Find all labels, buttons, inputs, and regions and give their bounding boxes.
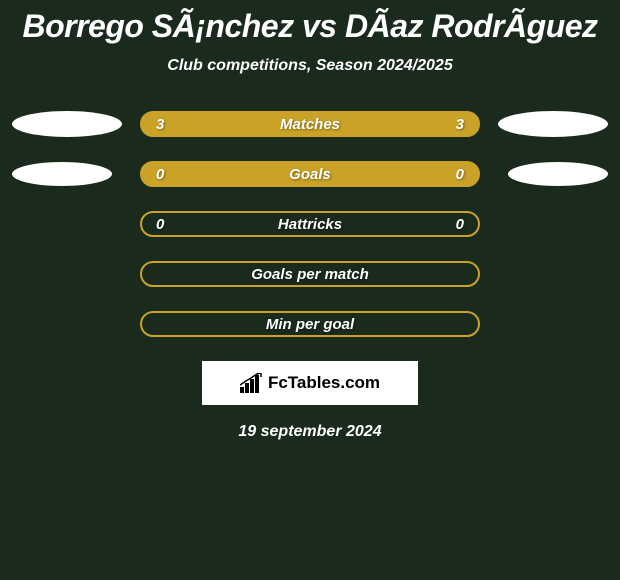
stat-label: Hattricks [278, 216, 342, 233]
stat-row-goals: 0 Goals 0 [0, 161, 620, 187]
date: 19 september 2024 [0, 423, 620, 441]
stat-label: Goals per match [251, 266, 369, 283]
chart-icon [240, 373, 264, 393]
spacer-left [12, 311, 140, 337]
ellipse-right [508, 162, 608, 186]
stat-value-left: 0 [156, 166, 164, 183]
ellipse-left [12, 162, 112, 186]
spacer-left [12, 211, 140, 237]
ellipse-right [498, 111, 608, 137]
stat-value-right: 0 [456, 166, 464, 183]
stat-row-hattricks: 0 Hattricks 0 [0, 211, 620, 237]
spacer-right [480, 311, 608, 337]
stat-row-goals-per-match: Goals per match [0, 261, 620, 287]
stat-bar: Goals per match [140, 261, 480, 287]
stat-value-left: 0 [156, 216, 164, 233]
spacer-right [480, 261, 608, 287]
stat-label: Goals [289, 166, 331, 183]
stat-bar: 0 Hattricks 0 [140, 211, 480, 237]
page-subtitle: Club competitions, Season 2024/2025 [0, 57, 620, 75]
stat-row-matches: 3 Matches 3 [0, 111, 620, 137]
stat-value-left: 3 [156, 116, 164, 133]
stat-value-right: 0 [456, 216, 464, 233]
stat-bar: 0 Goals 0 [140, 161, 480, 187]
logo-text: FcTables.com [268, 373, 380, 393]
stat-value-right: 3 [456, 116, 464, 133]
page-title: Borrego SÃ¡nchez vs DÃ­az RodrÃ­guez [0, 8, 620, 45]
logo: FcTables.com [240, 373, 380, 393]
ellipse-left [12, 111, 122, 137]
logo-box: FcTables.com [202, 361, 418, 405]
stat-label: Min per goal [266, 316, 354, 333]
stat-bar: Min per goal [140, 311, 480, 337]
stat-row-min-per-goal: Min per goal [0, 311, 620, 337]
spacer-right [480, 211, 608, 237]
stat-bar: 3 Matches 3 [140, 111, 480, 137]
stats-area: 3 Matches 3 0 Goals 0 0 Hattricks 0 [0, 111, 620, 337]
spacer-left [12, 261, 140, 287]
stat-label: Matches [280, 116, 340, 133]
